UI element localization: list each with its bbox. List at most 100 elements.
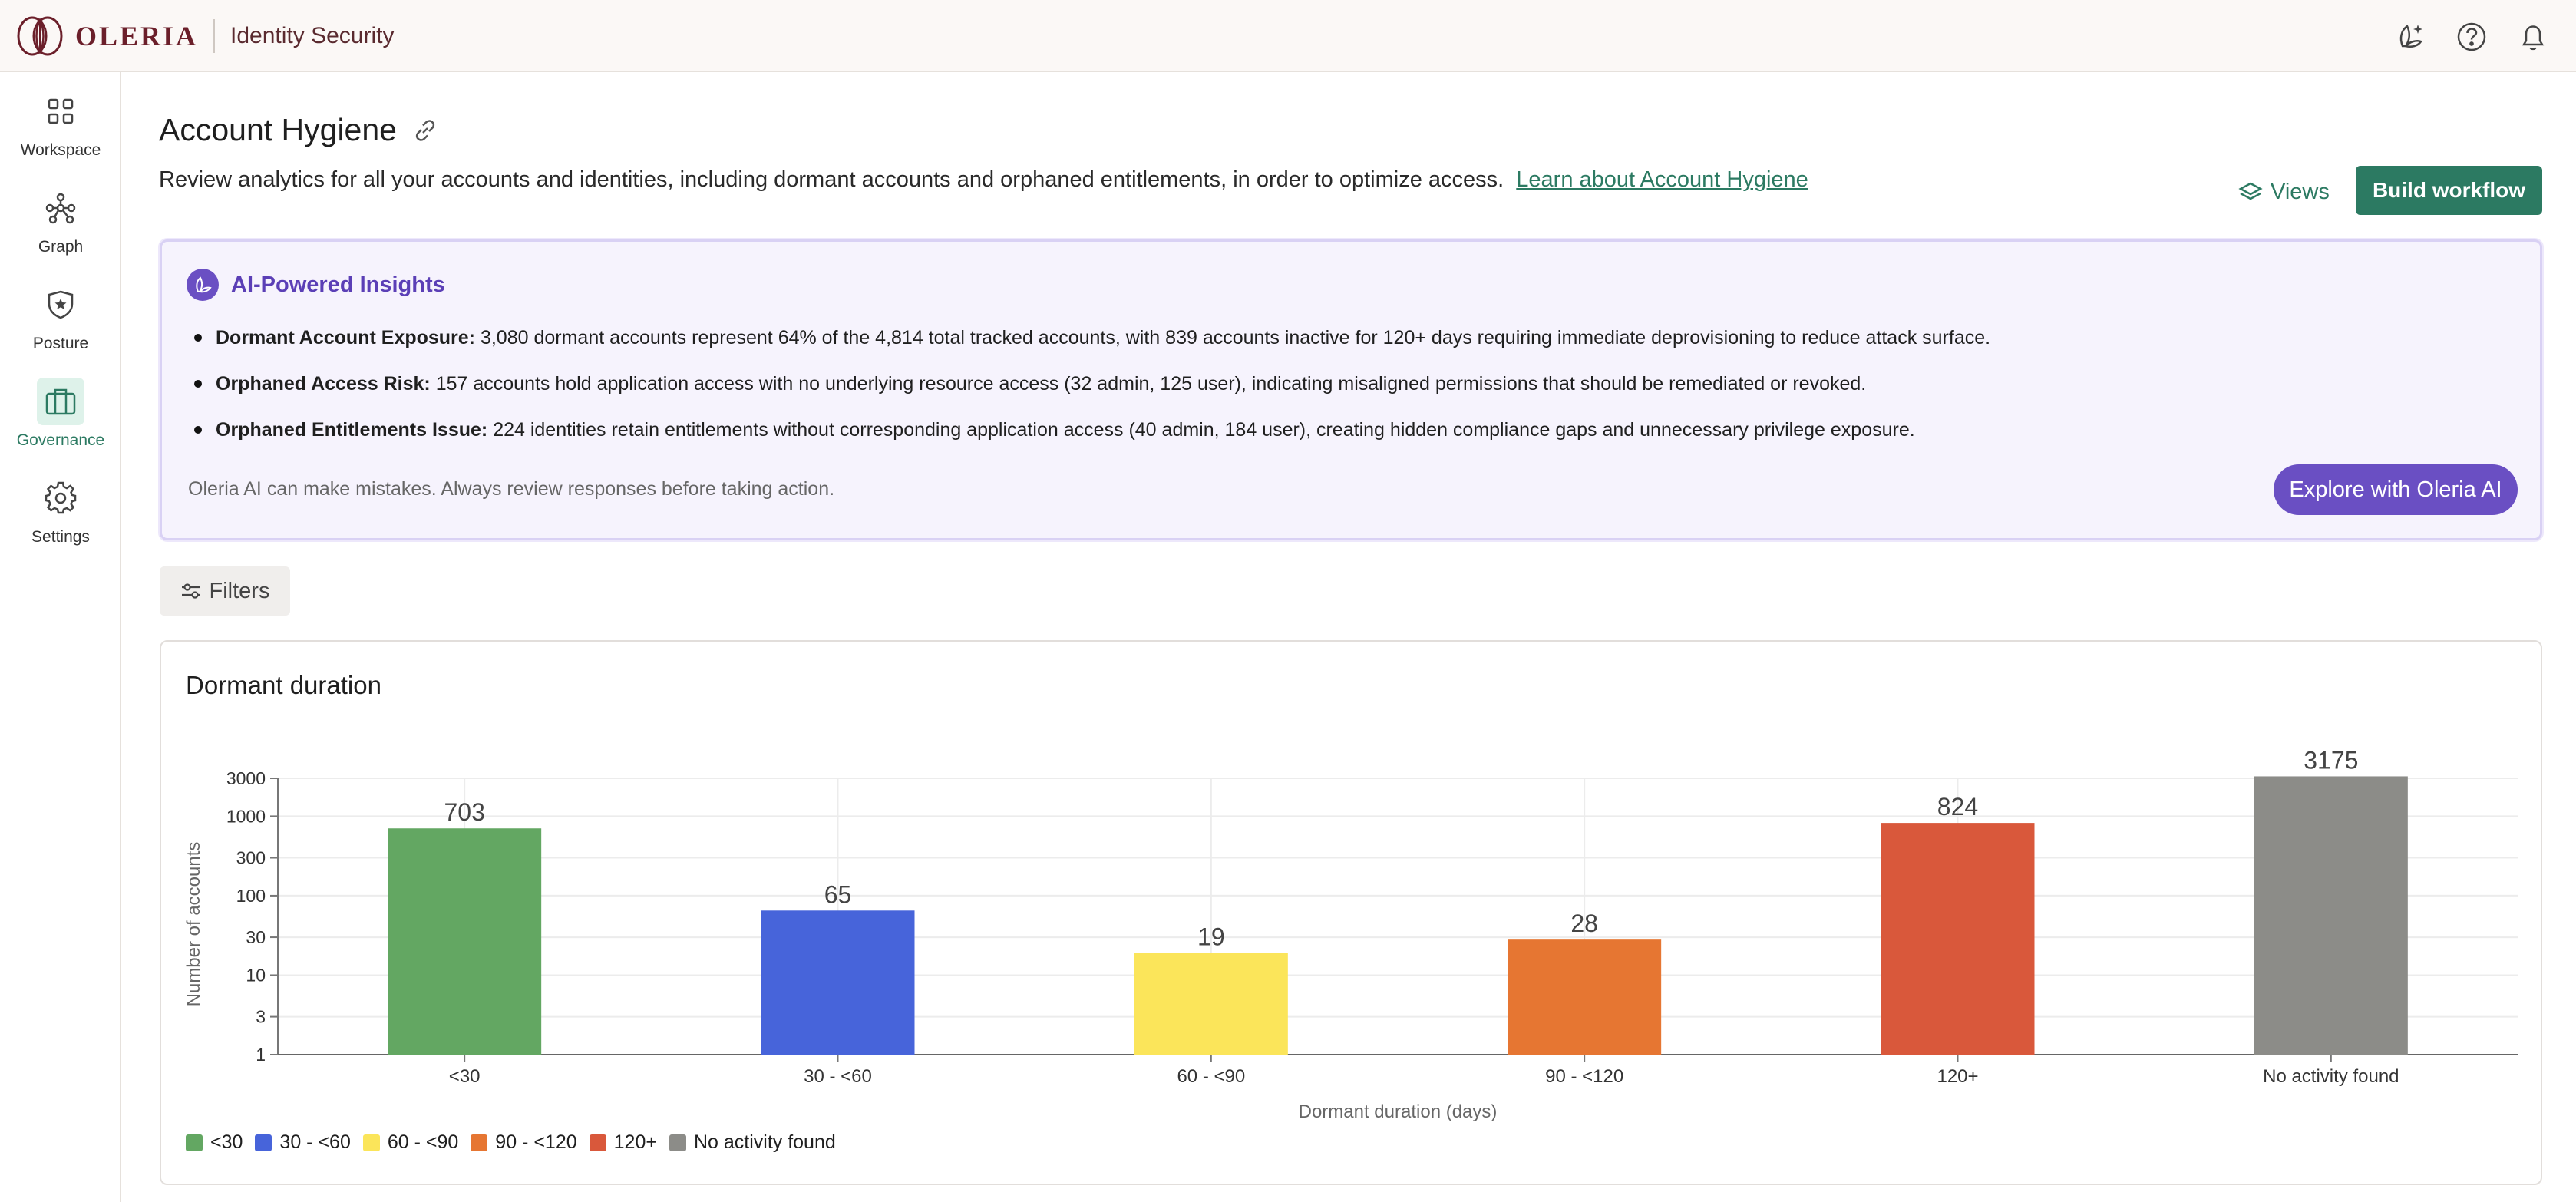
sidebar-item-governance[interactable]: Governance — [0, 378, 121, 462]
y-tick-label: 300 — [236, 848, 266, 868]
sidebar-item-posture[interactable]: Posture — [0, 281, 121, 365]
data-label: 28 — [1570, 910, 1598, 937]
graph-icon — [37, 184, 84, 232]
legend-item[interactable]: 30 - <60 — [255, 1131, 351, 1154]
sidebar-item-label: Settings — [31, 528, 90, 546]
learn-link[interactable]: Learn about Account Hygiene — [1516, 167, 1808, 192]
y-axis-title: Number of accounts — [183, 842, 204, 1007]
gear-icon — [37, 474, 84, 522]
legend-label: 30 - <60 — [279, 1131, 351, 1153]
legend-label: No activity found — [693, 1131, 836, 1153]
filters-button[interactable]: Filters — [160, 566, 290, 616]
data-label: 824 — [1937, 793, 1978, 821]
list-item: Dormant Account Exposure: 3,080 dormant … — [193, 326, 1990, 372]
legend-label: 90 - <120 — [495, 1131, 577, 1153]
chart-legend: <30 30 - <60 60 - <90 90 - <120 120+ No activ… — [186, 1131, 836, 1154]
ai-sparkle-icon[interactable] — [2390, 17, 2430, 57]
x-tick-label: No activity found — [2263, 1066, 2399, 1087]
sidebar-item-graph[interactable]: Graph — [0, 184, 121, 269]
views-label: Views — [2271, 179, 2330, 204]
data-label: 19 — [1197, 923, 1225, 951]
chart-title: Dormant duration — [186, 671, 381, 699]
legend-item[interactable]: No activity found — [669, 1131, 836, 1154]
ai-insights-list: Dormant Account Exposure: 3,080 dormant … — [193, 326, 1990, 464]
ai-leaf-icon — [187, 269, 219, 301]
dormant-duration-chart: 1 3 10 30 100 300 1000 3000 703 <30 65 30 - <60 19 60… — [183, 746, 2518, 1122]
legend-swatch — [186, 1134, 203, 1151]
insight-heading: Orphaned Access Risk: — [216, 373, 431, 395]
top-bar: OLERIA Identity Security — [0, 0, 2576, 72]
bar — [1508, 939, 1662, 1055]
help-icon[interactable] — [2452, 17, 2492, 57]
legend-swatch — [589, 1134, 606, 1151]
legend-swatch — [255, 1134, 272, 1151]
y-tick-label: 1 — [256, 1045, 266, 1065]
list-item: Orphaned Entitlements Issue: 224 identit… — [193, 418, 1990, 464]
legend-item[interactable]: 120+ — [589, 1131, 657, 1154]
x-tick-label: 90 - <120 — [1545, 1066, 1623, 1087]
sidebar-item-workspace[interactable]: Workspace — [0, 88, 121, 172]
page-title-row: Account Hygiene — [159, 112, 438, 148]
filters-label: Filters — [209, 578, 270, 603]
y-tick-label: 3000 — [226, 768, 266, 788]
sidebar-item-label: Governance — [16, 431, 105, 449]
shield-star-icon — [37, 281, 84, 329]
legend-swatch — [669, 1134, 686, 1151]
ai-insights-panel: AI-Powered Insights Dormant Account Expo… — [160, 239, 2542, 540]
legend-swatch — [362, 1134, 380, 1151]
link-icon[interactable] — [412, 117, 438, 144]
product-name: Identity Security — [230, 23, 395, 48]
views-button[interactable]: Views — [2231, 169, 2337, 215]
ai-disclaimer: Oleria AI can make mistakes. Always revi… — [188, 478, 835, 500]
bar — [2254, 776, 2408, 1055]
app-logo[interactable]: OLERIA Identity Security — [15, 14, 394, 58]
grid-icon — [37, 88, 84, 135]
legend-item[interactable]: <30 — [186, 1131, 243, 1154]
dormant-duration-card: Dormant duration 1 3 10 30 100 300 1000 3000 703… — [160, 640, 2542, 1185]
bar — [1134, 953, 1288, 1055]
bell-icon[interactable] — [2513, 17, 2553, 57]
legend-item[interactable]: 60 - <90 — [362, 1131, 459, 1154]
list-item: Orphaned Access Risk: 157 accounts hold … — [193, 372, 1990, 418]
insight-text: 3,080 dormant accounts represent 64% of … — [475, 327, 1991, 348]
topbar-actions — [2390, 17, 2553, 57]
logo-wordmark: OLERIA — [75, 21, 199, 51]
build-workflow-button[interactable]: Build workflow — [2356, 166, 2542, 215]
x-tick-label: 120+ — [1937, 1066, 1978, 1087]
legend-swatch — [471, 1134, 488, 1151]
sidebar-item-settings[interactable]: Settings — [0, 474, 121, 559]
insight-text: 157 accounts hold application access wit… — [430, 373, 1867, 395]
x-axis-title: Dormant duration (days) — [1299, 1101, 1498, 1122]
sidebar-item-label: Posture — [32, 335, 89, 352]
description-text: Review analytics for all your accounts a… — [159, 167, 1504, 192]
oleria-logo-icon — [17, 16, 63, 56]
bar — [388, 828, 542, 1055]
y-tick-label: 30 — [246, 927, 266, 947]
x-tick-label: 30 - <60 — [804, 1066, 872, 1087]
explore-with-ai-button[interactable]: Explore with Oleria AI — [2274, 464, 2518, 515]
data-label: 703 — [444, 798, 484, 826]
y-tick-label: 1000 — [226, 806, 266, 826]
ai-insights-title: AI-Powered Insights — [231, 272, 445, 297]
x-tick-label: <30 — [449, 1066, 481, 1087]
insight-text: 224 identities retain entitlements witho… — [487, 419, 1915, 441]
sidebar: Workspace Graph Posture — [0, 72, 121, 1202]
legend-label: 120+ — [613, 1131, 657, 1153]
y-tick-label: 3 — [256, 1007, 266, 1027]
x-tick-label: 60 - <90 — [1177, 1066, 1245, 1087]
insight-heading: Dormant Account Exposure: — [216, 327, 476, 348]
legend-label: 60 - <90 — [387, 1131, 459, 1153]
insight-heading: Orphaned Entitlements Issue: — [216, 419, 488, 441]
legend-label: <30 — [210, 1131, 243, 1153]
bar — [761, 910, 915, 1055]
layers-icon — [2238, 182, 2263, 200]
y-tick-label: 10 — [246, 965, 266, 985]
page-title: Account Hygiene — [159, 112, 397, 147]
sliders-icon — [181, 583, 200, 599]
legend-item[interactable]: 90 - <120 — [471, 1131, 577, 1154]
briefcase-icon — [37, 378, 84, 425]
y-tick-label: 100 — [236, 886, 266, 906]
page-description: Review analytics for all your accounts a… — [159, 167, 1808, 193]
logo-divider — [213, 19, 216, 53]
ai-insights-header: AI-Powered Insights — [187, 269, 445, 301]
